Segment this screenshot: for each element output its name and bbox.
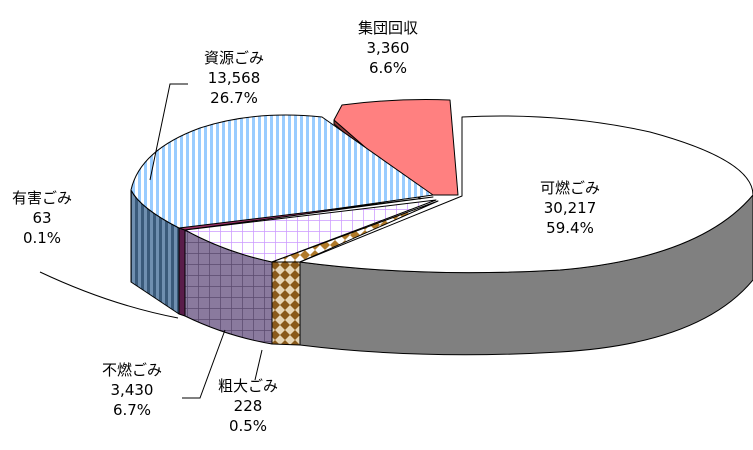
leader-粗大ごみ bbox=[254, 349, 263, 381]
label-不燃ごみ: 不燃ごみ 3,430 6.7% bbox=[101, 361, 162, 419]
slice-可燃ごみ bbox=[299, 115, 753, 274]
slice-粗大ごみ bbox=[271, 200, 439, 263]
slice-集団回収 bbox=[333, 99, 459, 196]
slice-資源ごみ bbox=[130, 114, 434, 231]
label-有害ごみ: 有害ごみ 63 0.1% bbox=[11, 189, 72, 247]
label-資源ごみ: 資源ごみ 13,568 26.7% bbox=[203, 49, 264, 107]
leader-不燃ごみ bbox=[182, 329, 226, 399]
label-集団回収: 集団回収 3,360 6.6% bbox=[358, 19, 419, 77]
slice-wall-有害ごみ bbox=[178, 227, 186, 317]
slice-有害ごみ bbox=[178, 196, 434, 231]
label-可燃ごみ: 可燃ごみ 30,217 59.4% bbox=[539, 179, 600, 237]
leader-有害ごみ bbox=[39, 271, 179, 319]
slice-wall-粗大ごみ bbox=[271, 261, 301, 346]
leader-資源ごみ bbox=[149, 83, 188, 181]
label-粗大ごみ: 粗大ごみ 228 0.5% bbox=[217, 377, 278, 435]
